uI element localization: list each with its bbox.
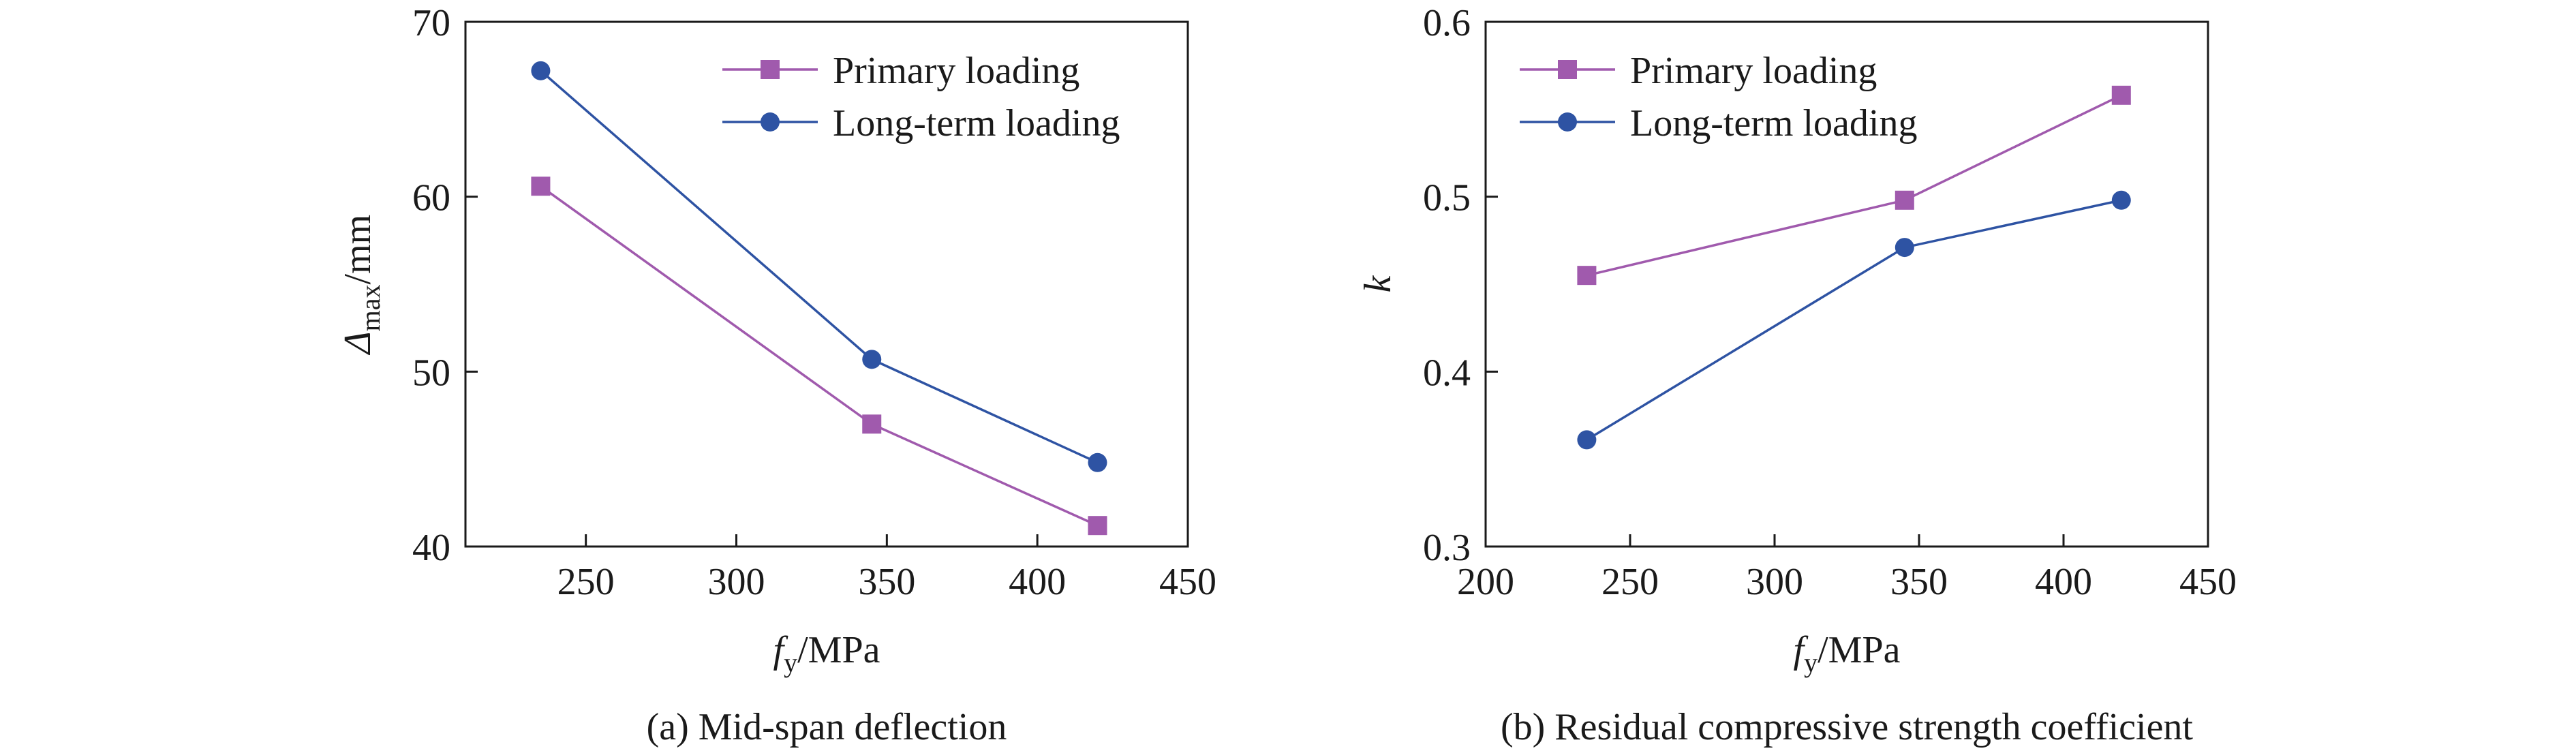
legend-circle-marker (761, 112, 780, 132)
x-tick-label: 350 (858, 561, 915, 603)
y-tick-label: 40 (412, 527, 450, 569)
y-axis-label: k (1357, 275, 1399, 292)
x-tick-label: 250 (557, 561, 615, 603)
y-axis-label-unit: /mm (337, 215, 379, 285)
x-tick-label: 450 (1159, 561, 1216, 603)
y-tick-label: 0.6 (1423, 2, 1471, 44)
plot-frame (1484, 20, 2209, 548)
x-tick-label: 400 (2035, 561, 2092, 603)
legend-label: Long-term loading (1630, 102, 1917, 144)
y-tick-label: 0.5 (1423, 177, 1471, 219)
x-axis-label: fy/MPa (773, 629, 880, 678)
legend-square-marker (1558, 60, 1577, 79)
x-axis-label-unit: /MPa (1818, 629, 1900, 671)
y-tick-label: 50 (412, 352, 450, 394)
data-point-circle (1088, 452, 1107, 472)
data-point-square (1577, 266, 1597, 286)
series-line-square (540, 185, 1099, 527)
x-tick-label: 400 (1009, 561, 1066, 603)
data-point-square (862, 414, 882, 434)
plot-frame (464, 20, 1189, 548)
y-axis-label: Δmax/mm (337, 215, 386, 355)
y-tick-label: 60 (412, 177, 450, 219)
x-tick-label: 450 (2179, 561, 2237, 603)
y-axis-label-symbol: Δ (337, 331, 379, 355)
series-line-circle (1586, 199, 2122, 441)
data-point-circle (531, 61, 551, 80)
data-point-circle (1895, 238, 1914, 258)
data-point-square (1895, 190, 1914, 210)
data-point-square (2111, 85, 2131, 105)
legend-circle-marker (1558, 112, 1577, 132)
y-axis-label-subscript: max (355, 284, 386, 331)
x-axis-label-subscript: y (1804, 647, 1818, 678)
x-axis-label-unit: /MPa (797, 629, 880, 671)
legend-label: Primary loading (1630, 50, 1877, 92)
data-point-square (531, 176, 551, 196)
x-axis-label-subscript: y (784, 647, 797, 678)
x-tick-label: 350 (1890, 561, 1948, 603)
legend-label: Primary loading (833, 50, 1079, 92)
y-tick-label: 0.3 (1423, 527, 1471, 569)
y-tick-label: 0.4 (1423, 352, 1471, 394)
x-axis-label: fy/MPa (1794, 629, 1901, 678)
x-tick-label: 250 (1601, 561, 1659, 603)
x-tick-label: 300 (1746, 561, 1803, 603)
panel-a-deflection-chart: 250 300 350 400 450 40 50 60 70 fy/MPa Δmax/mm Prim… (337, 2, 1216, 748)
data-point-circle (862, 350, 882, 369)
panel-caption: (b) Residual compressive strength coeffi… (1501, 706, 2193, 748)
data-point-circle (1577, 430, 1597, 450)
legend-label: Long-term loading (833, 102, 1120, 144)
x-tick-label: 300 (708, 561, 765, 603)
data-point-square (1088, 516, 1107, 536)
legend-square-marker (761, 60, 780, 79)
x-tick-label: 200 (1457, 561, 1514, 603)
panel-b-residual-strength-chart: 200 250 300 350 400 450 0.3 0.4 0.5 0.6 fy/MPa k Pri… (1357, 2, 2237, 748)
y-axis-label-symbol: k (1357, 275, 1399, 292)
y-tick-label: 70 (412, 2, 450, 44)
panel-caption: (a) Mid-span deflection (647, 706, 1007, 748)
data-point-circle (2111, 190, 2131, 210)
